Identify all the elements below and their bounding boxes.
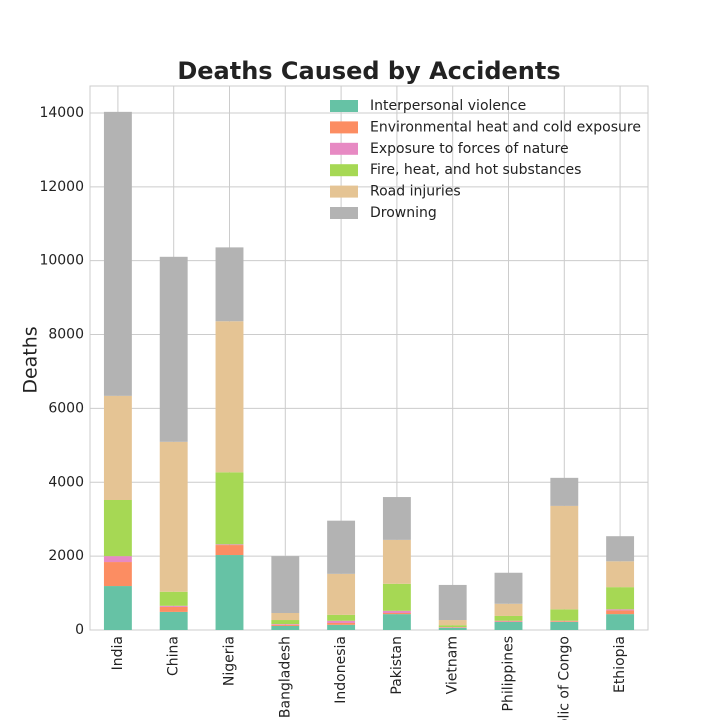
bar-segment [550, 477, 579, 506]
bar-segment [382, 539, 411, 584]
bar-segment [606, 610, 635, 615]
legend-swatch [330, 100, 358, 112]
bar-segment [271, 613, 300, 621]
bar-segment [271, 620, 300, 625]
y-tick-label: 6000 [48, 400, 84, 416]
bar-segment [159, 441, 188, 592]
bar-segment [271, 556, 300, 614]
bar-segment [159, 256, 188, 442]
bar-segment [438, 627, 467, 630]
bar-segment [215, 247, 244, 322]
bar-segment [159, 591, 188, 606]
bar-segment [550, 621, 579, 622]
bar-segment [215, 321, 244, 473]
legend-label: Drowning [370, 205, 437, 221]
bar-segment [438, 584, 467, 621]
y-axis-label: Deaths [20, 326, 42, 393]
x-tick-label: China [166, 636, 182, 676]
bar-segment [271, 624, 300, 626]
legend-swatch [330, 142, 358, 155]
x-tick-label: Bangladesh [277, 636, 293, 718]
y-tick-label: 4000 [48, 474, 84, 490]
bar-segment [103, 500, 132, 557]
bar-segment [382, 613, 411, 615]
bar-segment [494, 603, 523, 616]
legend-swatch [330, 207, 358, 219]
y-tick-label: 0 [75, 622, 84, 638]
bar-segment [271, 625, 300, 630]
x-tick-label: Vietnam [445, 636, 461, 694]
bar-segment [382, 610, 411, 614]
legend-label: Fire, heat, and hot substances [370, 162, 581, 178]
bar-segment [271, 624, 300, 625]
bar-segment [438, 620, 467, 626]
legend-label: Environmental heat and cold exposure [370, 119, 641, 135]
bar-segment [438, 625, 467, 628]
bar-segment [215, 472, 244, 545]
bar-segment [215, 544, 244, 546]
bar-segment [327, 573, 356, 615]
x-tick-label: Pakistan [389, 636, 405, 695]
y-tick-label: 14000 [39, 105, 84, 121]
bar-segment [606, 609, 635, 611]
bar-segment [103, 562, 132, 587]
bar-segment [159, 611, 188, 630]
bar-segment [327, 624, 356, 630]
y-tick-label: 10000 [39, 253, 84, 269]
x-tick-label: Philippines [501, 636, 517, 711]
bar-segment [606, 561, 635, 588]
bar-segment [103, 111, 132, 396]
plot-frame [89, 85, 649, 631]
legend-label: Exposure to forces of nature [370, 141, 569, 157]
y-tick-label: 8000 [48, 327, 84, 343]
bar-segment [103, 395, 132, 501]
bar-segment [215, 555, 244, 630]
bar-segment [382, 583, 411, 611]
bar-segment [159, 606, 188, 612]
x-tick-label: Ethiopia [612, 636, 628, 693]
bar-segment [327, 622, 356, 625]
x-tick-label: Indonesia [333, 636, 349, 704]
bar-segment [382, 497, 411, 540]
x-tick-label: Nigeria [222, 636, 238, 686]
bar-segment [103, 586, 132, 630]
chart-title: Deaths Caused by Accidents [177, 57, 560, 85]
bar-segment [159, 605, 188, 607]
bar-segment [606, 614, 635, 630]
legend-label: Road injuries [370, 184, 461, 200]
bar-segment [494, 572, 523, 604]
x-tick-label: Democratic Republic of Congo [556, 636, 572, 720]
bar-segment [606, 536, 635, 562]
bar-segment [327, 520, 356, 574]
bar-segment [327, 620, 356, 623]
bar-segment [215, 545, 244, 556]
bar-segment [550, 621, 579, 630]
bar-segment [494, 615, 523, 621]
bar-segment [103, 556, 132, 563]
bar-segment [382, 614, 411, 630]
bar-segment [494, 621, 523, 630]
bar-segment [606, 587, 635, 610]
bar-segment [550, 505, 579, 610]
bar-segment [550, 609, 579, 621]
y-tick-label: 2000 [48, 548, 84, 564]
x-tick-label: India [110, 636, 126, 670]
legend-swatch [330, 185, 358, 198]
legend-swatch [330, 164, 358, 177]
legend-swatch [330, 121, 358, 134]
y-tick-label: 12000 [39, 179, 84, 195]
legend-label: Interpersonal violence [370, 98, 526, 114]
bar-segment [494, 620, 523, 622]
bar-segment [327, 614, 356, 621]
